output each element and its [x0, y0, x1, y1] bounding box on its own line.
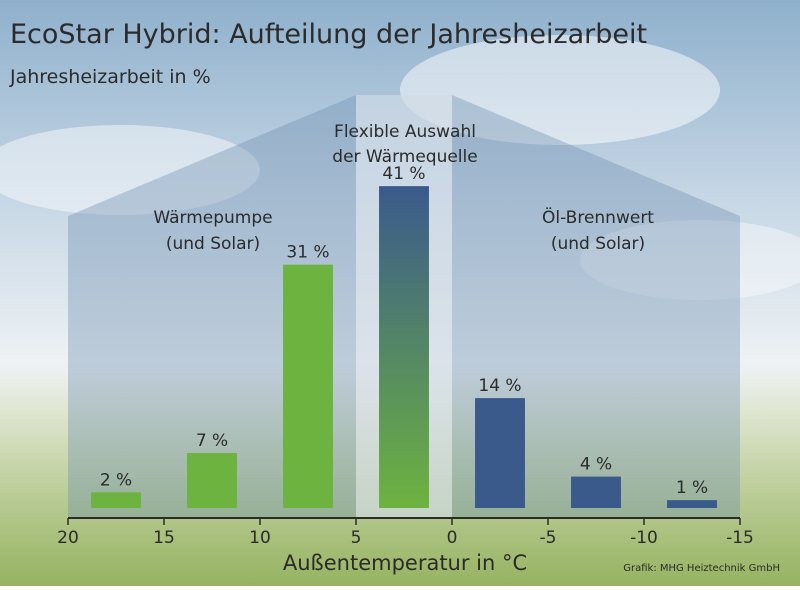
- bar-value-label-1: 7 %: [196, 431, 228, 451]
- region-label-oil-line2: (und Solar): [551, 234, 645, 254]
- bar-value-label-3: 41 %: [382, 164, 425, 184]
- x-tick-label-0: 20: [57, 528, 79, 548]
- x-tick-label-4: 0: [447, 528, 458, 548]
- bar-6: [667, 500, 717, 508]
- bar-3: [379, 186, 429, 508]
- bar-1: [187, 453, 237, 508]
- x-tick-label-7: -15: [726, 528, 754, 548]
- bar-value-label-6: 1 %: [676, 478, 708, 498]
- x-tick-label-6: -10: [630, 528, 658, 548]
- x-axis: 20 15 10 5 0 -5 -10 -15: [57, 517, 754, 548]
- x-tick-label-5: -5: [540, 528, 557, 548]
- region-label-oil-line1: Öl-Brennwert: [542, 206, 654, 228]
- bar-value-label-2: 31 %: [286, 243, 329, 263]
- region-label-flexible-line1: Flexible Auswahl: [334, 122, 476, 142]
- x-tick-label-1: 15: [153, 528, 175, 548]
- region-label-heat-pump-line1: Wärmepumpe: [153, 208, 272, 228]
- bar-value-label-4: 14 %: [478, 376, 521, 396]
- credit-text: Grafik: MHG Heiztechnik GmbH: [623, 563, 780, 574]
- bar-value-label-0: 2 %: [100, 470, 132, 490]
- cloud-decoration: [400, 35, 720, 145]
- bar-4: [475, 398, 525, 508]
- region-label-flexible-line2: der Wärmequelle: [332, 147, 477, 167]
- x-tick-label-3: 5: [351, 528, 362, 548]
- bar-value-label-5: 4 %: [580, 455, 612, 475]
- x-tick-label-2: 10: [249, 528, 271, 548]
- cloud-decoration: [0, 125, 260, 215]
- x-axis-title: Außentemperatur in °C: [283, 551, 527, 575]
- cloud-decoration: [580, 220, 800, 300]
- bars-layer: 2 % 7 % 31 % 41 % 14 % 4 % 1 %: [91, 164, 717, 508]
- bar-2: [283, 264, 333, 508]
- bar-5: [571, 476, 621, 508]
- region-label-heat-pump-line2: (und Solar): [166, 234, 260, 254]
- chart-title: EcoStar Hybrid: Aufteilung der Jahreshei…: [10, 19, 647, 50]
- chart-subtitle: Jahresheizarbeit in %: [9, 66, 211, 88]
- bar-0: [91, 492, 141, 508]
